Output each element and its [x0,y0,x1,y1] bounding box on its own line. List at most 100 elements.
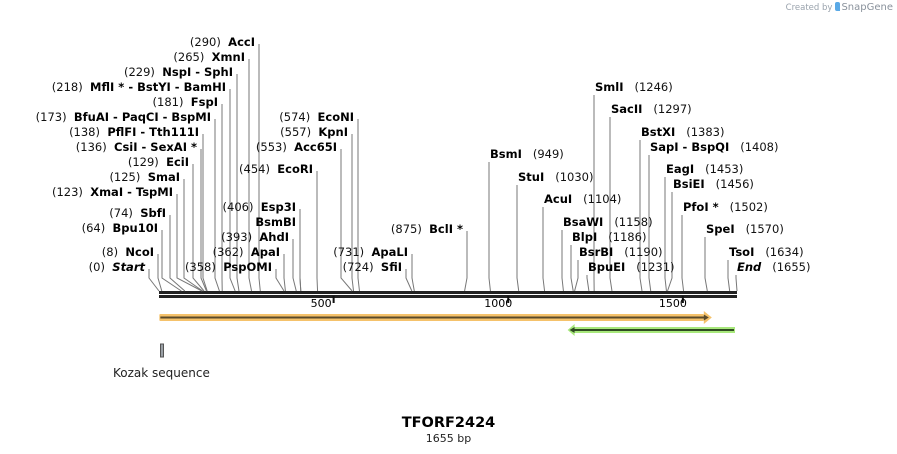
restriction-site-label[interactable]: BsrBI (1190) [579,245,663,259]
site-leader-line [148,269,160,292]
restriction-site-label[interactable]: (74) SbfI [109,206,166,220]
restriction-site-label[interactable]: (362) ApaI [213,245,280,259]
enzyme-name: KpnI [318,125,348,139]
enzyme-name: SfiI [380,260,402,274]
ruler-tick-label: 1500 [658,297,687,310]
kozak-label[interactable]: Kozak sequence [113,366,210,380]
enzyme-name: SbfI [140,206,166,220]
enzyme-name: SmlI [595,80,624,94]
site-leader-line [411,254,415,292]
restriction-site-label[interactable]: (557) KpnI [280,125,348,139]
restriction-site-label[interactable]: EagI (1453) [666,162,743,176]
restriction-site-label[interactable]: (454) EcoRI [239,162,313,176]
restriction-site-label[interactable]: BstXI (1383) [641,125,724,139]
restriction-site-label[interactable]: (875) BclI * [391,222,463,236]
enzyme-name: SpeI [706,222,735,236]
restriction-site-label[interactable]: SmlI (1246) [595,80,673,94]
enzyme-name: PspOMI [223,260,272,274]
site-leader-line [542,207,546,292]
restriction-site-label[interactable]: SacII (1297) [611,102,692,116]
enzyme-name: TsoI [729,245,755,259]
site-leader-line [516,185,520,292]
enzyme-name: BlpI [572,230,598,244]
enzyme-name: BsaWI [563,215,604,229]
enzyme-name: StuI [518,170,545,184]
enzyme-name: ApaLI [371,245,409,259]
site-position: (724) [342,260,374,274]
enzyme-name: EcoNI [317,110,354,124]
site-position: (8) [101,245,119,259]
site-position: (553) [255,140,287,154]
restriction-site-label[interactable]: BsaWI (1158) [563,215,653,229]
site-position: (129) [127,155,159,169]
restriction-site-label[interactable]: (358) PspOMI [185,260,272,274]
site-position: (125) [109,170,141,184]
site-leader-line [561,230,564,292]
site-position: (1634) [765,245,804,259]
restriction-site-label[interactable]: (129) EciI [128,155,189,169]
restriction-site-label[interactable]: BpuEI (1231) [588,260,675,274]
restriction-site-label[interactable]: (8) NcoI [102,245,154,259]
restriction-site-label[interactable]: (229) NspI - SphI [124,65,233,79]
restriction-site-label[interactable]: BsmI (949) [490,147,564,161]
restriction-site-label[interactable]: (406) Esp3I [223,200,296,214]
restriction-site-label[interactable]: (290) AccI [190,35,255,49]
site-leader-line [488,162,491,292]
site-leader-line [316,171,319,292]
site-position: (265) [173,50,205,64]
restriction-site-label[interactable]: (123) XmaI - TspMI [52,185,173,199]
site-position: (1655) [772,260,811,274]
restriction-site-label[interactable]: (181) FspI [153,95,218,109]
ruler-tick [332,296,335,303]
site-leader-line [340,149,353,292]
site-position: (393) [221,230,253,244]
restriction-site-label[interactable]: PfoI * (1502) [683,200,768,214]
site-position: (136) [75,140,107,154]
restriction-site-label[interactable]: (393) AhdI [221,230,289,244]
ruler-tick [681,296,684,303]
kozak-feature[interactable] [160,343,164,358]
restriction-site-label[interactable]: (218) MflI * - BstYI - BamHI [52,80,226,94]
enzyme-name: FspI [190,95,218,109]
enzyme-name: ApaI [250,245,280,259]
restriction-site-label[interactable]: (138) PflFI - Tth111I [69,125,199,139]
restriction-site-label[interactable]: (724) SfiI [343,260,402,274]
enzyme-name: BpuEI [588,260,626,274]
enzyme-name: NspI - SphI [162,65,233,79]
restriction-site-label[interactable]: SpeI (1570) [706,222,784,236]
site-position: (731) [333,245,365,259]
site-leader-line [667,192,673,292]
enzyme-name: BsmBI [255,215,296,229]
restriction-site-label[interactable]: (125) SmaI [109,170,180,184]
site-position: (1383) [686,125,725,139]
restriction-site-label[interactable]: BsmBI [255,215,296,229]
restriction-site-label[interactable]: SapI - BspQI (1408) [650,140,778,154]
restriction-site-label[interactable]: (265) XmnI [173,50,245,64]
ruler-tick-label: 1000 [484,297,513,310]
site-position: (1456) [715,177,754,191]
enzyme-name: AhdI [259,230,289,244]
restriction-site-label[interactable]: (0) Start [89,260,145,274]
restriction-site-label[interactable]: (173) BfuAI - PaqCI - BspMI [36,110,211,124]
site-position: (0) [88,260,105,274]
site-leader-line [229,89,236,292]
enzyme-name: AcuI [544,192,573,206]
restriction-site-label[interactable]: BsiEI (1456) [673,177,754,191]
enzyme-name: EciI [166,155,189,169]
site-leader-line [727,260,731,292]
restriction-site-label[interactable]: (553) Acc65I [256,140,337,154]
site-position: (74) [109,206,133,220]
restriction-site-label[interactable]: (136) CsiI - SexAI * [76,140,197,154]
restriction-site-label[interactable]: (64) Bpu10I [82,221,158,235]
enzyme-name: SapI - BspQI [650,140,730,154]
restriction-site-label[interactable]: End (1655) [737,260,811,274]
enzyme-name: PflFI - Tth111I [107,125,199,139]
restriction-site-label[interactable]: (731) ApaLI [333,245,408,259]
restriction-site-label[interactable]: TsoI (1634) [729,245,804,259]
enzyme-name: BstXI [641,125,676,139]
restriction-site-label[interactable]: BlpI (1186) [572,230,646,244]
restriction-site-label[interactable]: (574) EcoNI [279,110,354,124]
site-position: (1186) [608,230,647,244]
restriction-site-label[interactable]: StuI (1030) [518,170,593,184]
restriction-site-label[interactable]: AcuI (1104) [544,192,621,206]
